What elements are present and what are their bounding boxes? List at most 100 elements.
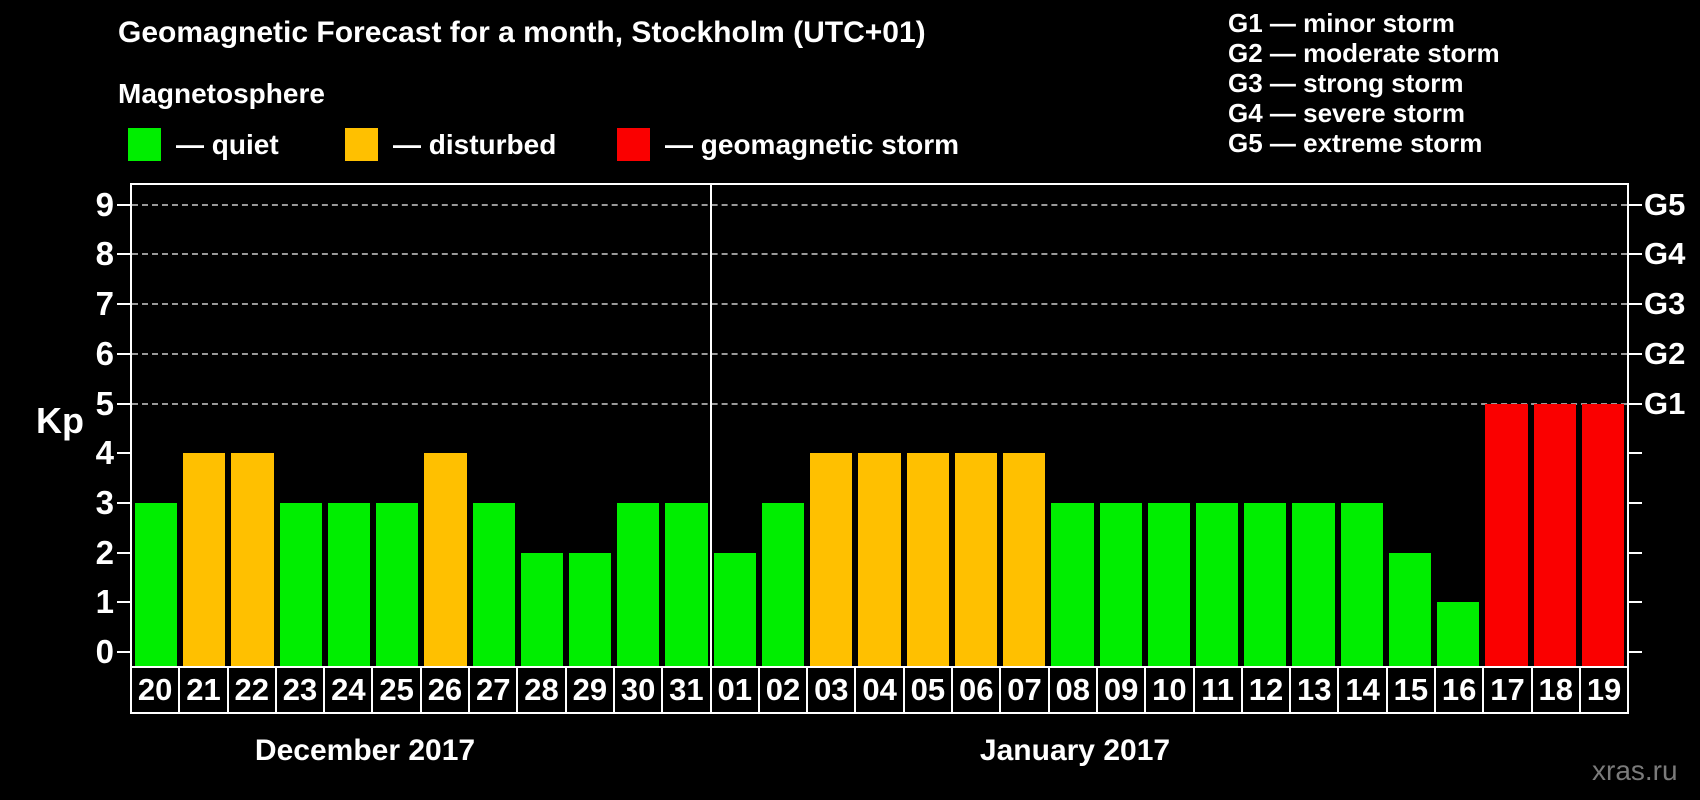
month-label-january: January 2017 xyxy=(979,734,1171,767)
day-label-26: 26 xyxy=(422,668,471,712)
y-tick-label-3: 3 xyxy=(95,483,114,521)
storm-swatch xyxy=(617,128,650,161)
day-label-01: 01 xyxy=(712,668,760,712)
quiet-swatch xyxy=(128,128,161,161)
gridline-kp9 xyxy=(132,203,1627,206)
day-label-09: 09 xyxy=(1098,668,1147,712)
legend-item-storm: — geomagnetic storm xyxy=(617,128,959,161)
day-label-07: 07 xyxy=(1001,668,1050,712)
day-label-21: 21 xyxy=(180,668,229,712)
left-tick-kp4 xyxy=(117,452,130,455)
legend-item-disturbed: — disturbed xyxy=(345,128,556,161)
day-label-08: 08 xyxy=(1050,668,1098,712)
bar-day-16 xyxy=(1437,602,1480,668)
bar-day-31 xyxy=(665,502,708,668)
g-legend-line-1: G1 — minor storm xyxy=(1228,8,1455,38)
right-tick-kp6 xyxy=(1629,352,1642,355)
left-tick-kp7 xyxy=(117,303,130,306)
y-axis-title: Kp xyxy=(36,400,84,441)
day-label-23: 23 xyxy=(277,668,326,712)
legend-label-disturbed: — disturbed xyxy=(393,128,557,160)
bar-day-26 xyxy=(424,453,467,668)
day-label-24: 24 xyxy=(325,668,374,712)
left-tick-kp5 xyxy=(117,402,130,405)
right-tick-kp5 xyxy=(1629,402,1642,405)
day-label-15: 15 xyxy=(1388,668,1437,712)
day-label-10: 10 xyxy=(1146,668,1195,712)
g-legend-line-3: G3 — strong storm xyxy=(1228,68,1464,98)
bar-day-17 xyxy=(1485,403,1528,668)
day-label-17: 17 xyxy=(1484,668,1533,712)
bar-day-20 xyxy=(135,502,178,668)
left-tick-kp2 xyxy=(117,551,130,554)
bar-day-29 xyxy=(569,552,612,668)
legend-item-quiet: — quiet xyxy=(128,128,279,161)
chart-subtitle: Magnetosphere xyxy=(118,78,325,109)
bar-day-28 xyxy=(520,552,564,668)
month-label-december: December 2017 xyxy=(254,734,476,767)
y-tick-label-1: 1 xyxy=(95,583,114,621)
bar-day-27 xyxy=(472,502,515,668)
day-label-30: 30 xyxy=(615,668,664,712)
right-tick-kp7 xyxy=(1629,303,1642,306)
g-tick-label-G1: G1 xyxy=(1644,385,1686,421)
left-tick-kp1 xyxy=(117,601,130,604)
day-label-31: 31 xyxy=(663,668,712,712)
bar-day-09 xyxy=(1099,502,1142,668)
month-divider xyxy=(709,185,712,668)
bar-day-10 xyxy=(1147,502,1190,668)
legend-label-quiet: — quiet xyxy=(176,128,279,160)
bar-day-15 xyxy=(1388,552,1432,668)
g-tick-label-G3: G3 xyxy=(1644,286,1686,322)
right-tick-kp2 xyxy=(1629,551,1642,554)
bar-day-23 xyxy=(279,502,322,668)
day-label-16: 16 xyxy=(1436,668,1485,712)
bar-day-02 xyxy=(761,502,805,668)
right-tick-kp3 xyxy=(1629,501,1642,504)
legend-label-storm: — geomagnetic storm xyxy=(665,128,960,160)
day-label-03: 03 xyxy=(808,668,857,712)
y-tick-label-8: 8 xyxy=(95,235,114,273)
day-label-19: 19 xyxy=(1586,672,1622,707)
bar-day-04 xyxy=(858,453,901,668)
day-label-13: 13 xyxy=(1291,668,1340,712)
gridline-kp8 xyxy=(132,253,1627,256)
gridline-kp5 xyxy=(132,402,1627,405)
left-tick-kp0 xyxy=(117,651,130,653)
plot-area: 0 1 2 3 4 5 6 7 8 9 G1 G2 G3 G4 G5 xyxy=(96,183,1685,670)
bar-day-08 xyxy=(1051,502,1094,668)
watermark: xras.ru xyxy=(1592,755,1678,786)
y-tick-label-9: 9 xyxy=(95,185,114,223)
bar-day-01 xyxy=(713,552,756,668)
y-tick-label-2: 2 xyxy=(95,533,114,571)
y-tick-label-7: 7 xyxy=(95,285,114,323)
y-tick-label-6: 6 xyxy=(95,334,114,372)
gridline-kp7 xyxy=(132,303,1627,306)
day-label-25: 25 xyxy=(373,668,422,712)
right-tick-kp0 xyxy=(1629,651,1642,653)
g-tick-label-G4: G4 xyxy=(1644,236,1686,272)
bar-day-11 xyxy=(1195,502,1239,668)
g-legend-line-4: G4 — severe storm xyxy=(1228,98,1466,128)
day-label-22: 22 xyxy=(229,668,277,712)
day-label-05: 05 xyxy=(905,668,954,712)
day-label-27: 27 xyxy=(470,668,519,712)
right-tick-kp8 xyxy=(1629,253,1642,256)
right-tick-kp1 xyxy=(1629,601,1642,604)
day-label-02: 02 xyxy=(760,668,809,712)
right-tick-kp4 xyxy=(1629,452,1642,455)
bar-day-18 xyxy=(1533,403,1576,668)
bar-day-24 xyxy=(327,502,371,668)
bar-day-19 xyxy=(1581,403,1624,668)
day-label-04: 04 xyxy=(856,668,905,712)
left-tick-kp6 xyxy=(117,352,130,355)
gridline-kp6 xyxy=(132,352,1627,355)
y-tick-label-5: 5 xyxy=(95,384,114,422)
y-tick-label-0: 0 xyxy=(95,633,114,670)
bar-day-14 xyxy=(1340,502,1383,668)
g-legend-line-2: G2 — moderate storm xyxy=(1228,38,1500,68)
left-tick-kp9 xyxy=(117,203,130,206)
day-label-12: 12 xyxy=(1243,668,1292,712)
day-label-29: 29 xyxy=(567,668,615,712)
